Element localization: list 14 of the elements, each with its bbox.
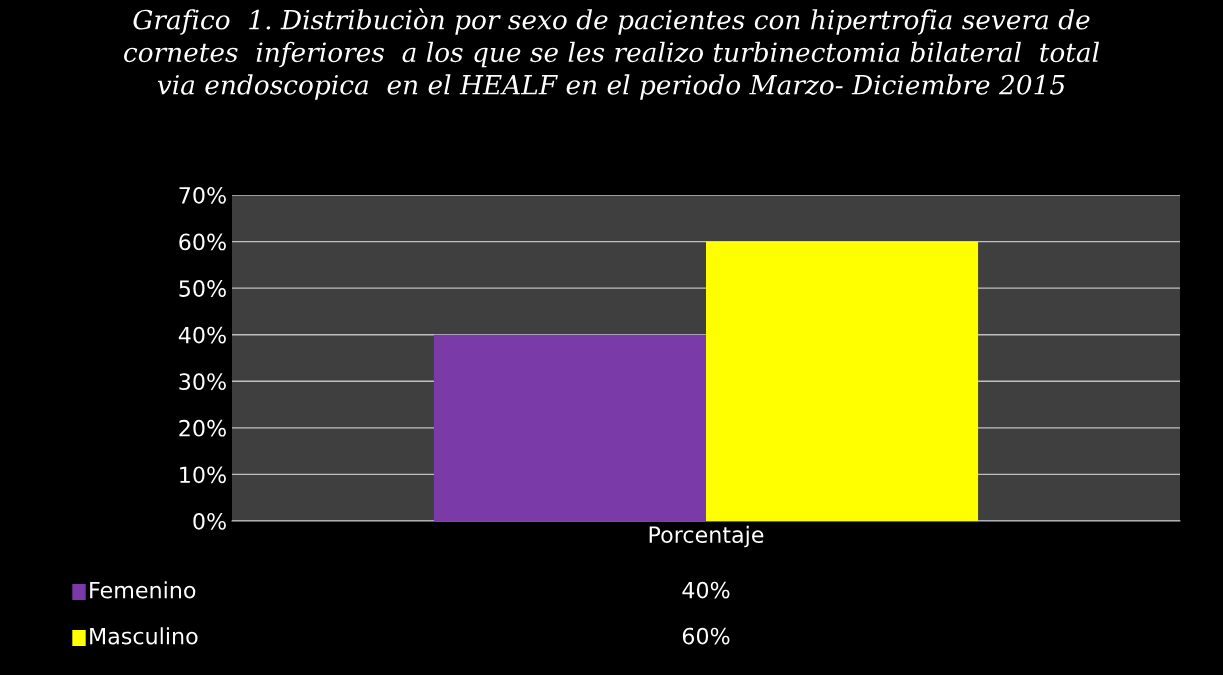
legend-label: Masculino — [90, 627, 198, 645]
legend-label: Femenino — [90, 581, 196, 599]
y-tick-label: 50% — [179, 280, 226, 297]
y-tick-label: 0% — [193, 512, 226, 530]
y-tick-label: 30% — [179, 373, 226, 391]
y-tick-label: 40% — [178, 326, 226, 344]
x-tick-label: Porcentaje — [649, 525, 764, 548]
y-tick-label: 70% — [179, 186, 226, 204]
chart-title: Grafico 1. Distribuciòn por sexo de pacientes con hipertrofia severa de cornetes inferiores a los que se les realizo turbinectomia bilateral total via endoscopica en el HEALF en el periodo Marzo- Diciembre 2015 — [124, 8, 1099, 100]
text: 60% — [682, 627, 730, 645]
text: 40% — [682, 581, 730, 599]
y-tick-label: 20% — [179, 419, 226, 437]
y-tick-label: 60% — [179, 233, 226, 251]
y-tick-label: 10% — [180, 466, 226, 484]
